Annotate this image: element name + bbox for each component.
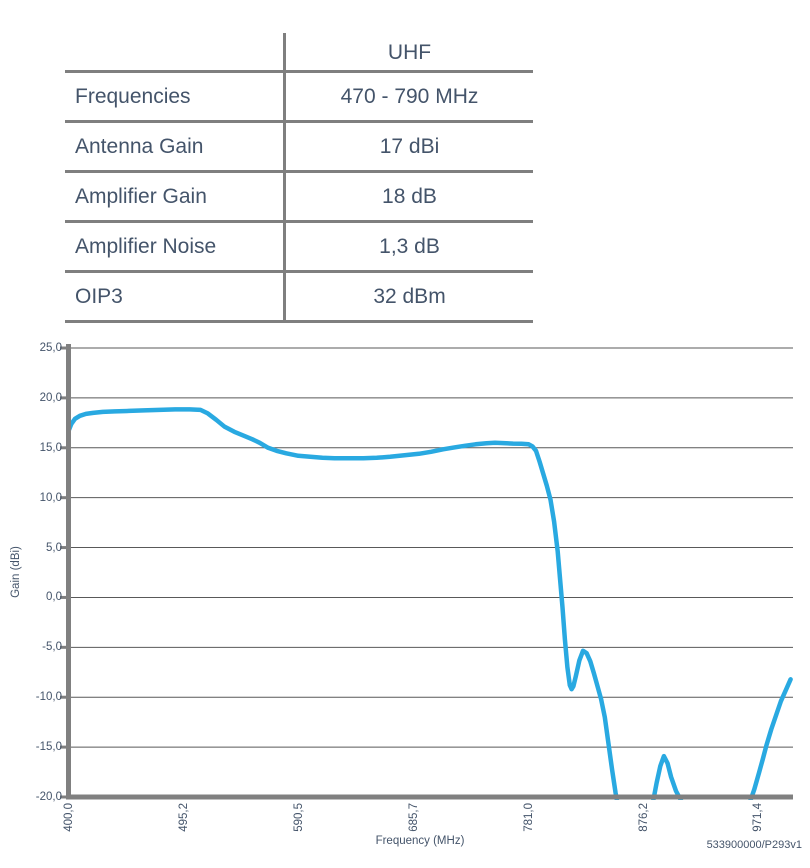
row-value: 18 dB bbox=[382, 184, 437, 208]
row-label: Amplifier Noise bbox=[75, 234, 217, 258]
y-tick-label: 10,0 bbox=[39, 491, 62, 504]
row-value: 17 dBi bbox=[379, 134, 440, 158]
row-value: 470 - 790 MHz bbox=[340, 84, 479, 108]
x-tick-label: 781,0 bbox=[522, 803, 535, 832]
y-tick-label: 15,0 bbox=[39, 441, 62, 454]
y-tick-label: 5,0 bbox=[46, 541, 62, 554]
y-axis-title: Gain (dBi) bbox=[10, 546, 22, 598]
y-tick-label: 25,0 bbox=[39, 342, 62, 354]
spec-table: UHF Frequencies 470 - 790 MHz Antenna Ga… bbox=[65, 33, 533, 323]
y-tick-label: 20,0 bbox=[39, 391, 62, 404]
gain-curve bbox=[66, 407, 793, 800]
table-row: Frequencies 470 - 790 MHz bbox=[65, 73, 533, 123]
row-label: Frequencies bbox=[75, 84, 191, 108]
table-row: Antenna Gain 17 dBi bbox=[65, 123, 533, 173]
table-header-spacer bbox=[65, 35, 286, 70]
y-tick-label: -5,0 bbox=[42, 641, 62, 654]
table-column-divider bbox=[283, 33, 286, 323]
table-row: Amplifier Gain 18 dB bbox=[65, 173, 533, 223]
table-header-row: UHF bbox=[65, 35, 533, 73]
row-value: 1,3 dB bbox=[379, 234, 440, 258]
y-tick-label: -20,0 bbox=[35, 791, 62, 803]
row-label: OIP3 bbox=[75, 284, 123, 308]
table-header-band: UHF bbox=[387, 40, 432, 64]
row-value: 32 dBm bbox=[373, 284, 446, 308]
row-label: Amplifier Gain bbox=[75, 184, 207, 208]
x-tick-label: 400,0 bbox=[63, 803, 75, 832]
y-tick-label: -10,0 bbox=[35, 691, 62, 704]
y-tick-label: 0,0 bbox=[46, 591, 62, 604]
row-label: Antenna Gain bbox=[75, 134, 204, 158]
table-row: OIP3 32 dBm bbox=[65, 273, 533, 323]
x-axis-title: Frequency (MHz) bbox=[375, 835, 465, 847]
x-tick-label: 590,5 bbox=[292, 803, 305, 832]
doc-reference: 533900000/P293v1 bbox=[706, 839, 802, 851]
x-tick-label: 495,2 bbox=[177, 803, 190, 832]
y-tick-label: -15,0 bbox=[35, 741, 62, 754]
table-row: Amplifier Noise 1,3 dB bbox=[65, 223, 533, 273]
